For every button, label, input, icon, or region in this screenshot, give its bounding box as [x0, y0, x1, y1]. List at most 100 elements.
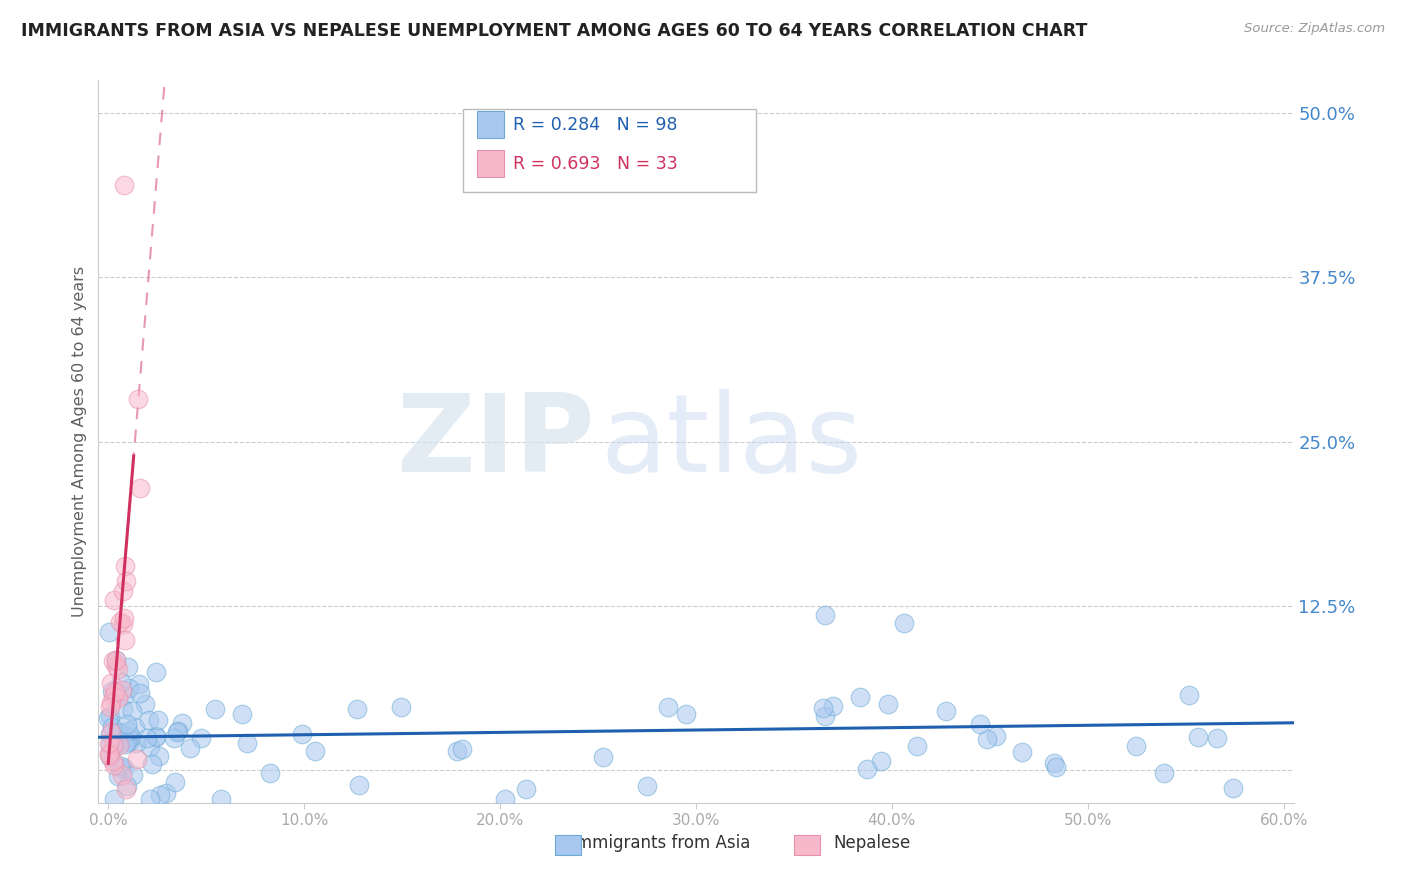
- Text: IMMIGRANTS FROM ASIA VS NEPALESE UNEMPLOYMENT AMONG AGES 60 TO 64 YEARS CORRELAT: IMMIGRANTS FROM ASIA VS NEPALESE UNEMPLO…: [21, 22, 1087, 40]
- Point: [103, 792, 125, 806]
- Point: [124, 736, 146, 750]
- Point: [98, 699, 121, 714]
- Text: R = 0.693   N = 33: R = 0.693 N = 33: [513, 154, 678, 172]
- Point: [124, 720, 146, 734]
- Point: [876, 697, 898, 711]
- Point: [935, 704, 957, 718]
- Point: [114, 737, 136, 751]
- Point: [110, 675, 132, 690]
- Point: [101, 689, 124, 703]
- Point: [347, 778, 370, 792]
- Point: [105, 653, 128, 667]
- Point: [165, 775, 187, 789]
- Point: [112, 702, 135, 716]
- Point: [905, 739, 928, 754]
- Point: [976, 732, 998, 747]
- Point: [1177, 688, 1199, 702]
- Point: [107, 724, 129, 739]
- Point: [145, 730, 167, 744]
- Point: [97, 710, 120, 724]
- Point: [291, 727, 314, 741]
- Point: [108, 761, 131, 775]
- Point: [98, 749, 121, 764]
- Point: [115, 735, 138, 749]
- Point: [163, 731, 186, 745]
- Point: [112, 610, 135, 624]
- Point: [100, 724, 122, 739]
- Text: Nepalese: Nepalese: [834, 834, 910, 852]
- Point: [1011, 745, 1033, 759]
- Point: [148, 749, 170, 764]
- Point: [849, 690, 872, 704]
- Point: [259, 766, 281, 780]
- Point: [104, 658, 127, 673]
- Point: [592, 749, 614, 764]
- Point: [1043, 756, 1066, 771]
- Point: [115, 782, 138, 797]
- Point: [125, 752, 148, 766]
- Point: [111, 617, 134, 632]
- Point: [190, 731, 212, 745]
- Point: [118, 734, 141, 748]
- Point: [98, 736, 121, 750]
- Point: [145, 729, 167, 743]
- Point: [107, 769, 129, 783]
- Point: [391, 700, 413, 714]
- Point: [636, 779, 658, 793]
- Text: Immigrants from Asia: Immigrants from Asia: [571, 834, 751, 852]
- Point: [104, 652, 127, 666]
- Point: [98, 748, 121, 763]
- Point: [103, 740, 125, 755]
- Point: [346, 701, 368, 715]
- Point: [98, 738, 121, 752]
- Point: [114, 731, 136, 746]
- Point: [100, 676, 122, 690]
- Point: [515, 782, 537, 797]
- Point: [893, 615, 915, 630]
- Point: [209, 792, 232, 806]
- Point: [98, 727, 121, 741]
- Point: [128, 677, 150, 691]
- Point: [112, 584, 135, 599]
- Point: [811, 701, 834, 715]
- Point: [121, 704, 143, 718]
- Point: [135, 731, 157, 746]
- Point: [172, 716, 194, 731]
- Point: [98, 709, 121, 723]
- Point: [108, 725, 131, 739]
- Point: [117, 723, 139, 738]
- Point: [108, 615, 131, 629]
- Point: [236, 736, 259, 750]
- FancyBboxPatch shape: [477, 150, 503, 178]
- Point: [103, 738, 125, 752]
- Point: [179, 741, 201, 756]
- Point: [231, 706, 253, 721]
- Text: Source: ZipAtlas.com: Source: ZipAtlas.com: [1244, 22, 1385, 36]
- Point: [141, 757, 163, 772]
- Point: [107, 662, 129, 676]
- Point: [100, 696, 122, 710]
- Point: [870, 754, 893, 768]
- Point: [675, 706, 697, 721]
- Point: [101, 684, 124, 698]
- Point: [139, 740, 162, 755]
- Point: [149, 789, 172, 803]
- Point: [166, 725, 188, 739]
- Text: R = 0.284   N = 98: R = 0.284 N = 98: [513, 116, 678, 134]
- Point: [138, 714, 160, 728]
- Point: [138, 792, 160, 806]
- Point: [101, 720, 124, 734]
- Point: [127, 392, 149, 406]
- Point: [120, 730, 142, 744]
- Point: [1125, 739, 1147, 754]
- Point: [103, 654, 125, 668]
- Point: [134, 698, 156, 712]
- Point: [114, 689, 136, 703]
- Point: [97, 625, 120, 640]
- Point: [451, 741, 474, 756]
- Point: [129, 686, 152, 700]
- Point: [986, 729, 1008, 743]
- Point: [657, 700, 679, 714]
- Point: [104, 684, 127, 698]
- Point: [1153, 766, 1175, 780]
